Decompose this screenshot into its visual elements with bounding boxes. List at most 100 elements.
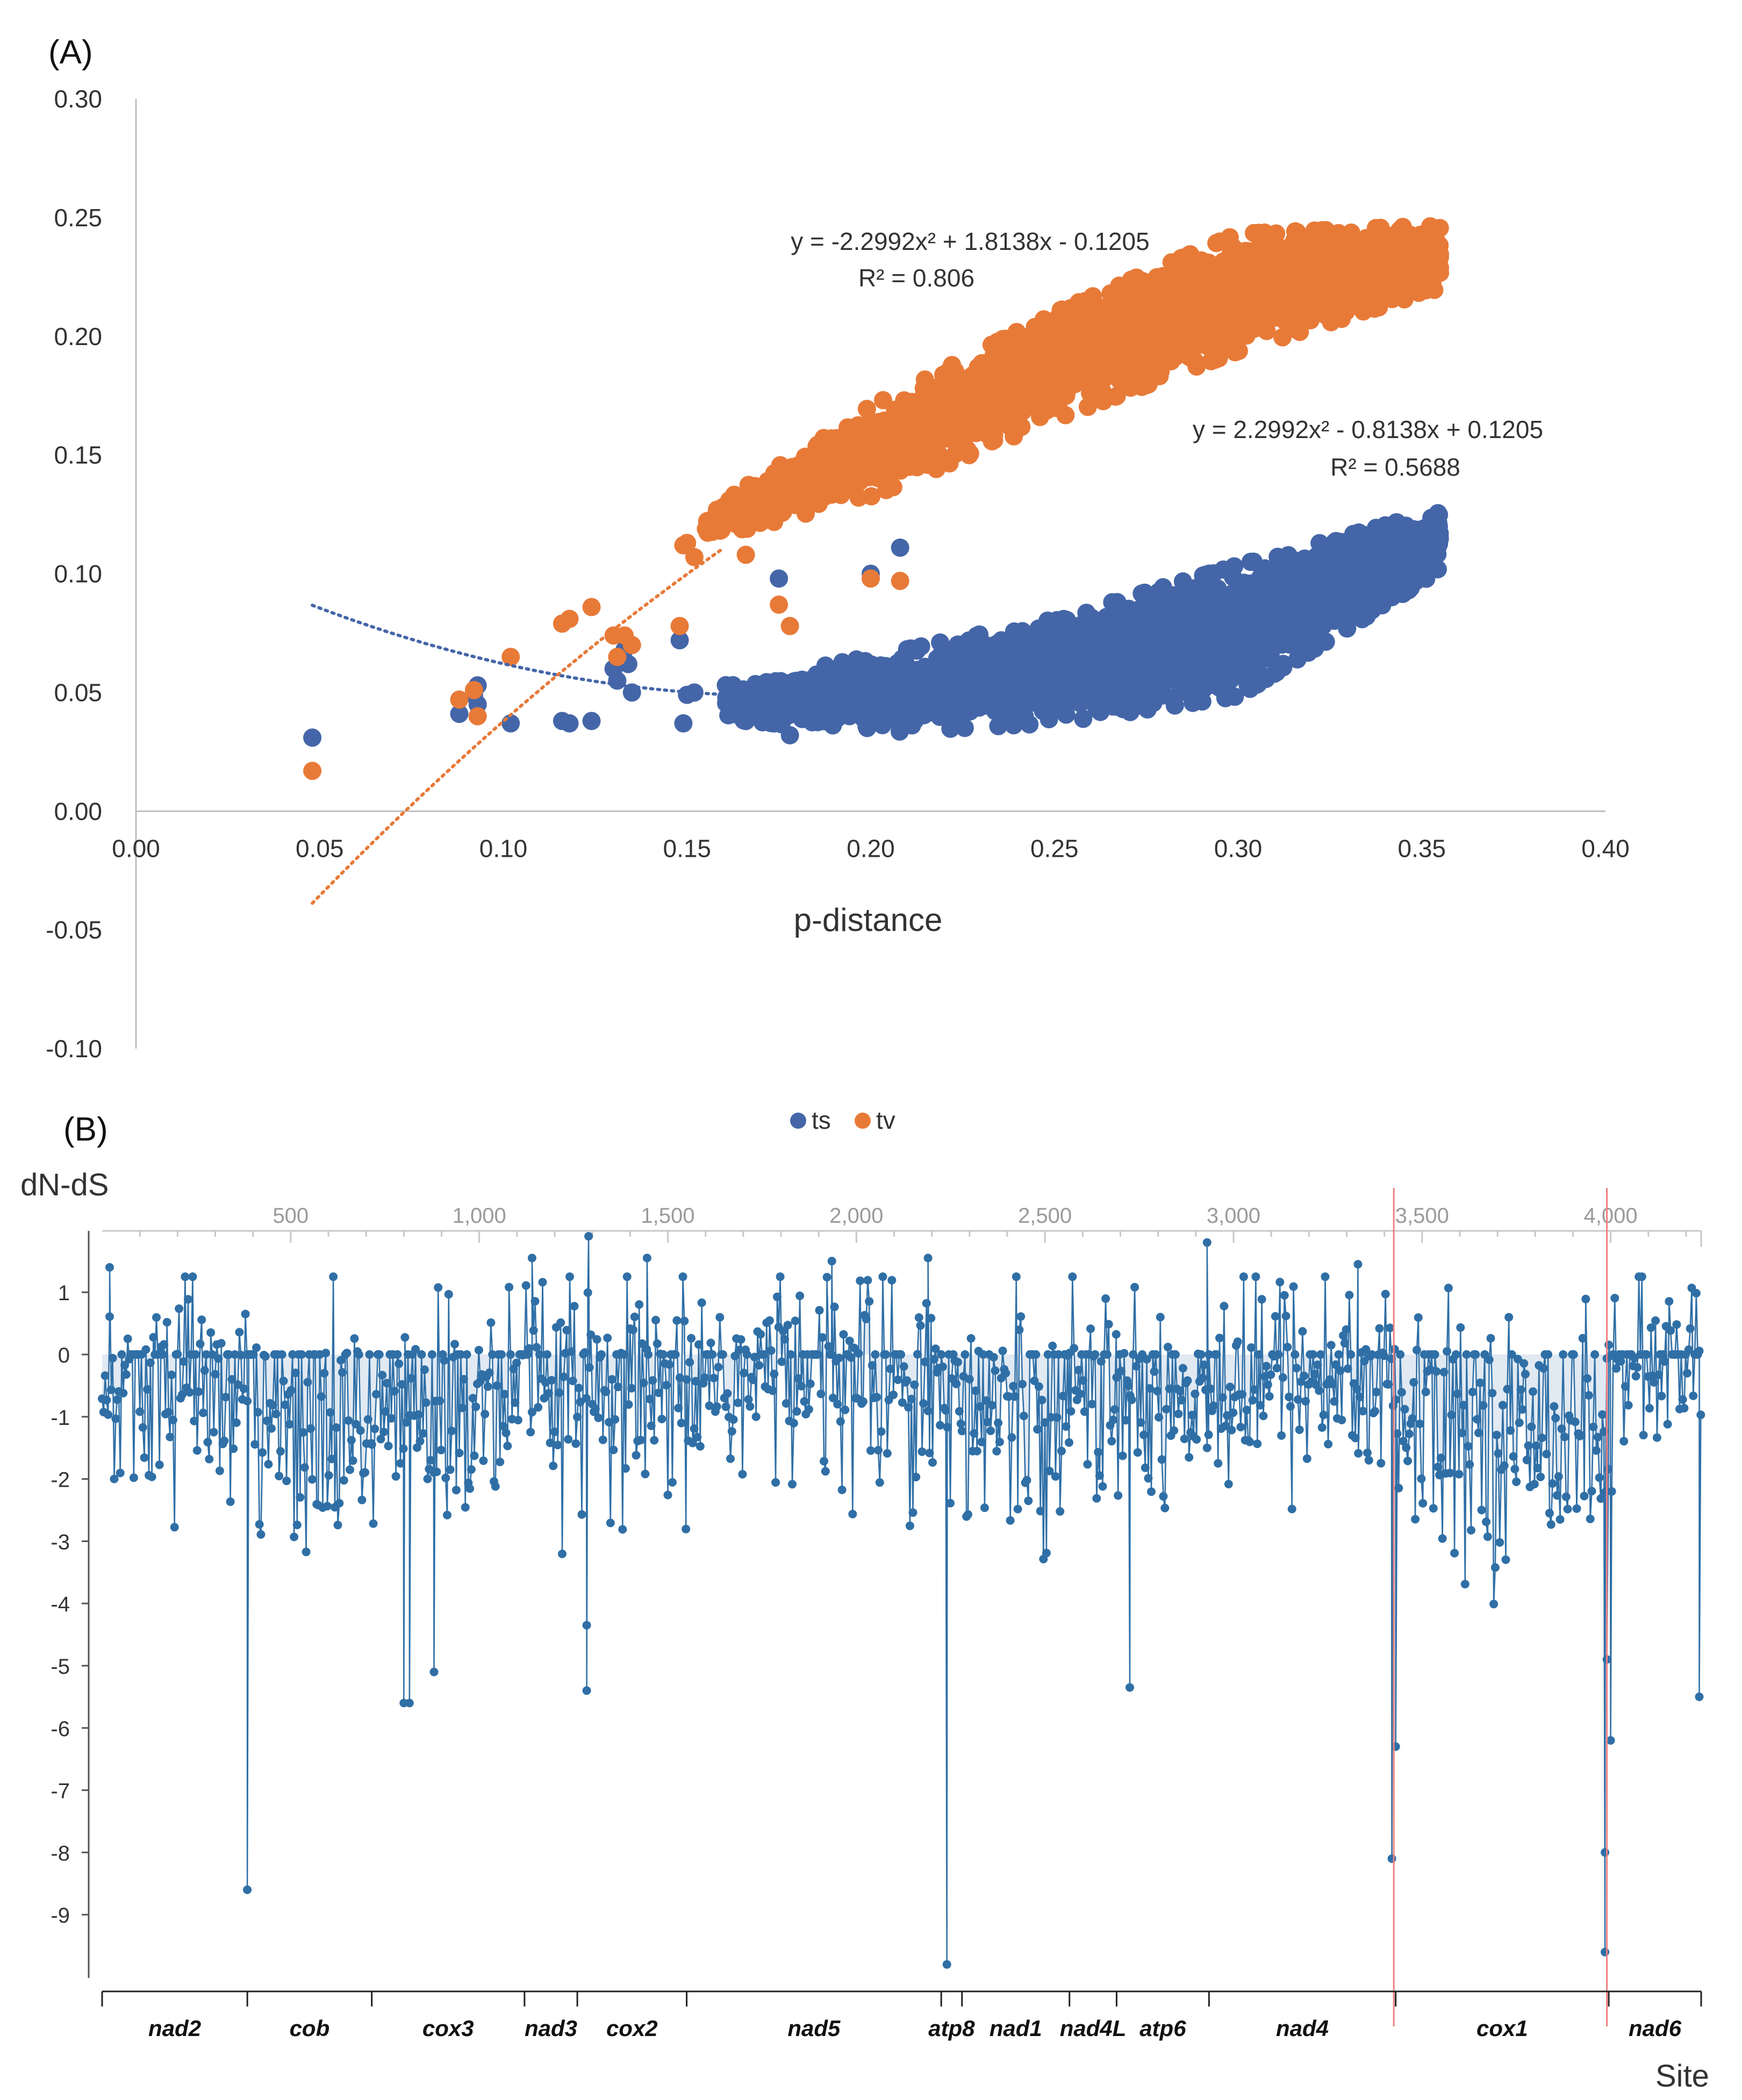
tv-point: [1110, 285, 1129, 304]
ts-point: [1225, 656, 1244, 675]
y-tick-label: -0.10: [46, 1035, 102, 1063]
ts-point: [1331, 547, 1350, 565]
ts-point: [1121, 703, 1139, 721]
ts-point: [1152, 668, 1171, 687]
ts-point: [1059, 693, 1078, 712]
tv-point: [797, 491, 815, 509]
ts-point: [1073, 659, 1092, 678]
ts-point: [1321, 608, 1339, 627]
ts-point: [1410, 556, 1429, 575]
tv-point: [1057, 342, 1076, 361]
ts-point: [1302, 550, 1321, 569]
ts-point: [840, 696, 858, 714]
ts-point: [1177, 608, 1195, 627]
tv-point: [1107, 387, 1126, 405]
ts-point: [997, 668, 1016, 686]
ts-outlier-point: [450, 705, 469, 723]
ts-point: [859, 682, 878, 701]
ts-point: [1199, 621, 1217, 640]
ts-point: [808, 680, 827, 699]
ts-outlier-point: [770, 569, 788, 588]
y-tick-label: 0.10: [54, 560, 102, 588]
ts-point: [1086, 647, 1105, 665]
ts-point: [1184, 672, 1202, 691]
ts-point: [1021, 677, 1040, 696]
ts-point: [1007, 683, 1026, 702]
chart-a-axes: -0.10-0.050.000.050.100.150.200.250.300.…: [46, 85, 1630, 1063]
chart-a-points: [303, 217, 1450, 780]
tv-point: [777, 493, 796, 512]
tv-point: [1371, 218, 1390, 237]
ts-point: [965, 655, 983, 674]
series-tv-cloud: [697, 217, 1450, 542]
tv-point: [897, 395, 915, 413]
tv-point: [877, 481, 895, 499]
ts-outlier-point: [582, 712, 601, 730]
ts-outlier-point: [736, 712, 755, 730]
ts-point: [950, 656, 969, 675]
ts-point: [883, 700, 901, 719]
tv-point: [1078, 398, 1097, 416]
ts-point: [1353, 591, 1372, 610]
ts-point: [1263, 570, 1282, 589]
ts-point: [941, 719, 960, 738]
x-tick-label: 0.15: [663, 834, 711, 862]
ts-point: [948, 676, 966, 695]
ts-point: [980, 661, 999, 679]
y-tick-label: -0.05: [46, 916, 102, 944]
ts-point: [1058, 680, 1077, 699]
ts-point: [803, 701, 822, 720]
tv-point: [1006, 422, 1024, 441]
ts-point: [1174, 589, 1193, 608]
ts-point: [1275, 623, 1294, 642]
ts-point: [1155, 594, 1174, 613]
ts-point: [1382, 523, 1401, 542]
x-tick-label: 0.35: [1397, 834, 1446, 862]
ts-outlier-point: [608, 671, 627, 690]
tv-point: [815, 447, 834, 466]
ts-point: [1200, 564, 1218, 583]
ts-point: [1361, 537, 1380, 556]
tv-point: [768, 463, 786, 482]
ts-point: [1188, 650, 1207, 669]
ts-outlier-point: [780, 726, 799, 744]
y-tick-label: 0.30: [54, 85, 102, 113]
ts-point: [1241, 553, 1260, 571]
ts-point: [967, 686, 986, 705]
ts-point: [1037, 687, 1056, 706]
ts-point: [873, 716, 892, 735]
ts-point: [1327, 532, 1345, 550]
ts-point: [1103, 593, 1122, 612]
ts-point: [1087, 699, 1106, 718]
ts-point: [1365, 569, 1384, 587]
tv-point: [1185, 251, 1204, 270]
ts-point: [989, 716, 1008, 735]
ts-point: [1343, 604, 1361, 623]
ts-point: [1033, 637, 1052, 656]
ts-outlier-point: [670, 631, 689, 650]
ts-outlier-point: [303, 728, 322, 747]
x-tick-label: 0.05: [296, 834, 344, 862]
ts-point: [768, 709, 786, 728]
ts-point: [893, 649, 912, 668]
y-tick-label: 0.00: [54, 797, 102, 825]
ts-point: [856, 652, 874, 670]
ts-point: [1404, 520, 1423, 539]
ts-point: [1040, 662, 1059, 680]
ts-point: [1365, 555, 1383, 574]
x-tick-label: 0.40: [1581, 834, 1630, 862]
x-tick-label: 0.20: [847, 834, 895, 862]
ts-point: [1344, 557, 1363, 576]
ts-point: [1083, 608, 1101, 627]
ts-point: [1057, 611, 1076, 629]
x-tick-label: 0.10: [479, 834, 528, 862]
ts-point: [1141, 602, 1160, 621]
ts-point: [1299, 643, 1318, 662]
ts-point: [757, 673, 776, 692]
panel-b-label: (B): [63, 1111, 108, 1148]
ts-point: [1203, 669, 1222, 687]
ts-point: [857, 717, 876, 735]
ts-point: [1185, 629, 1203, 648]
ts-outlier-point: [560, 714, 579, 733]
